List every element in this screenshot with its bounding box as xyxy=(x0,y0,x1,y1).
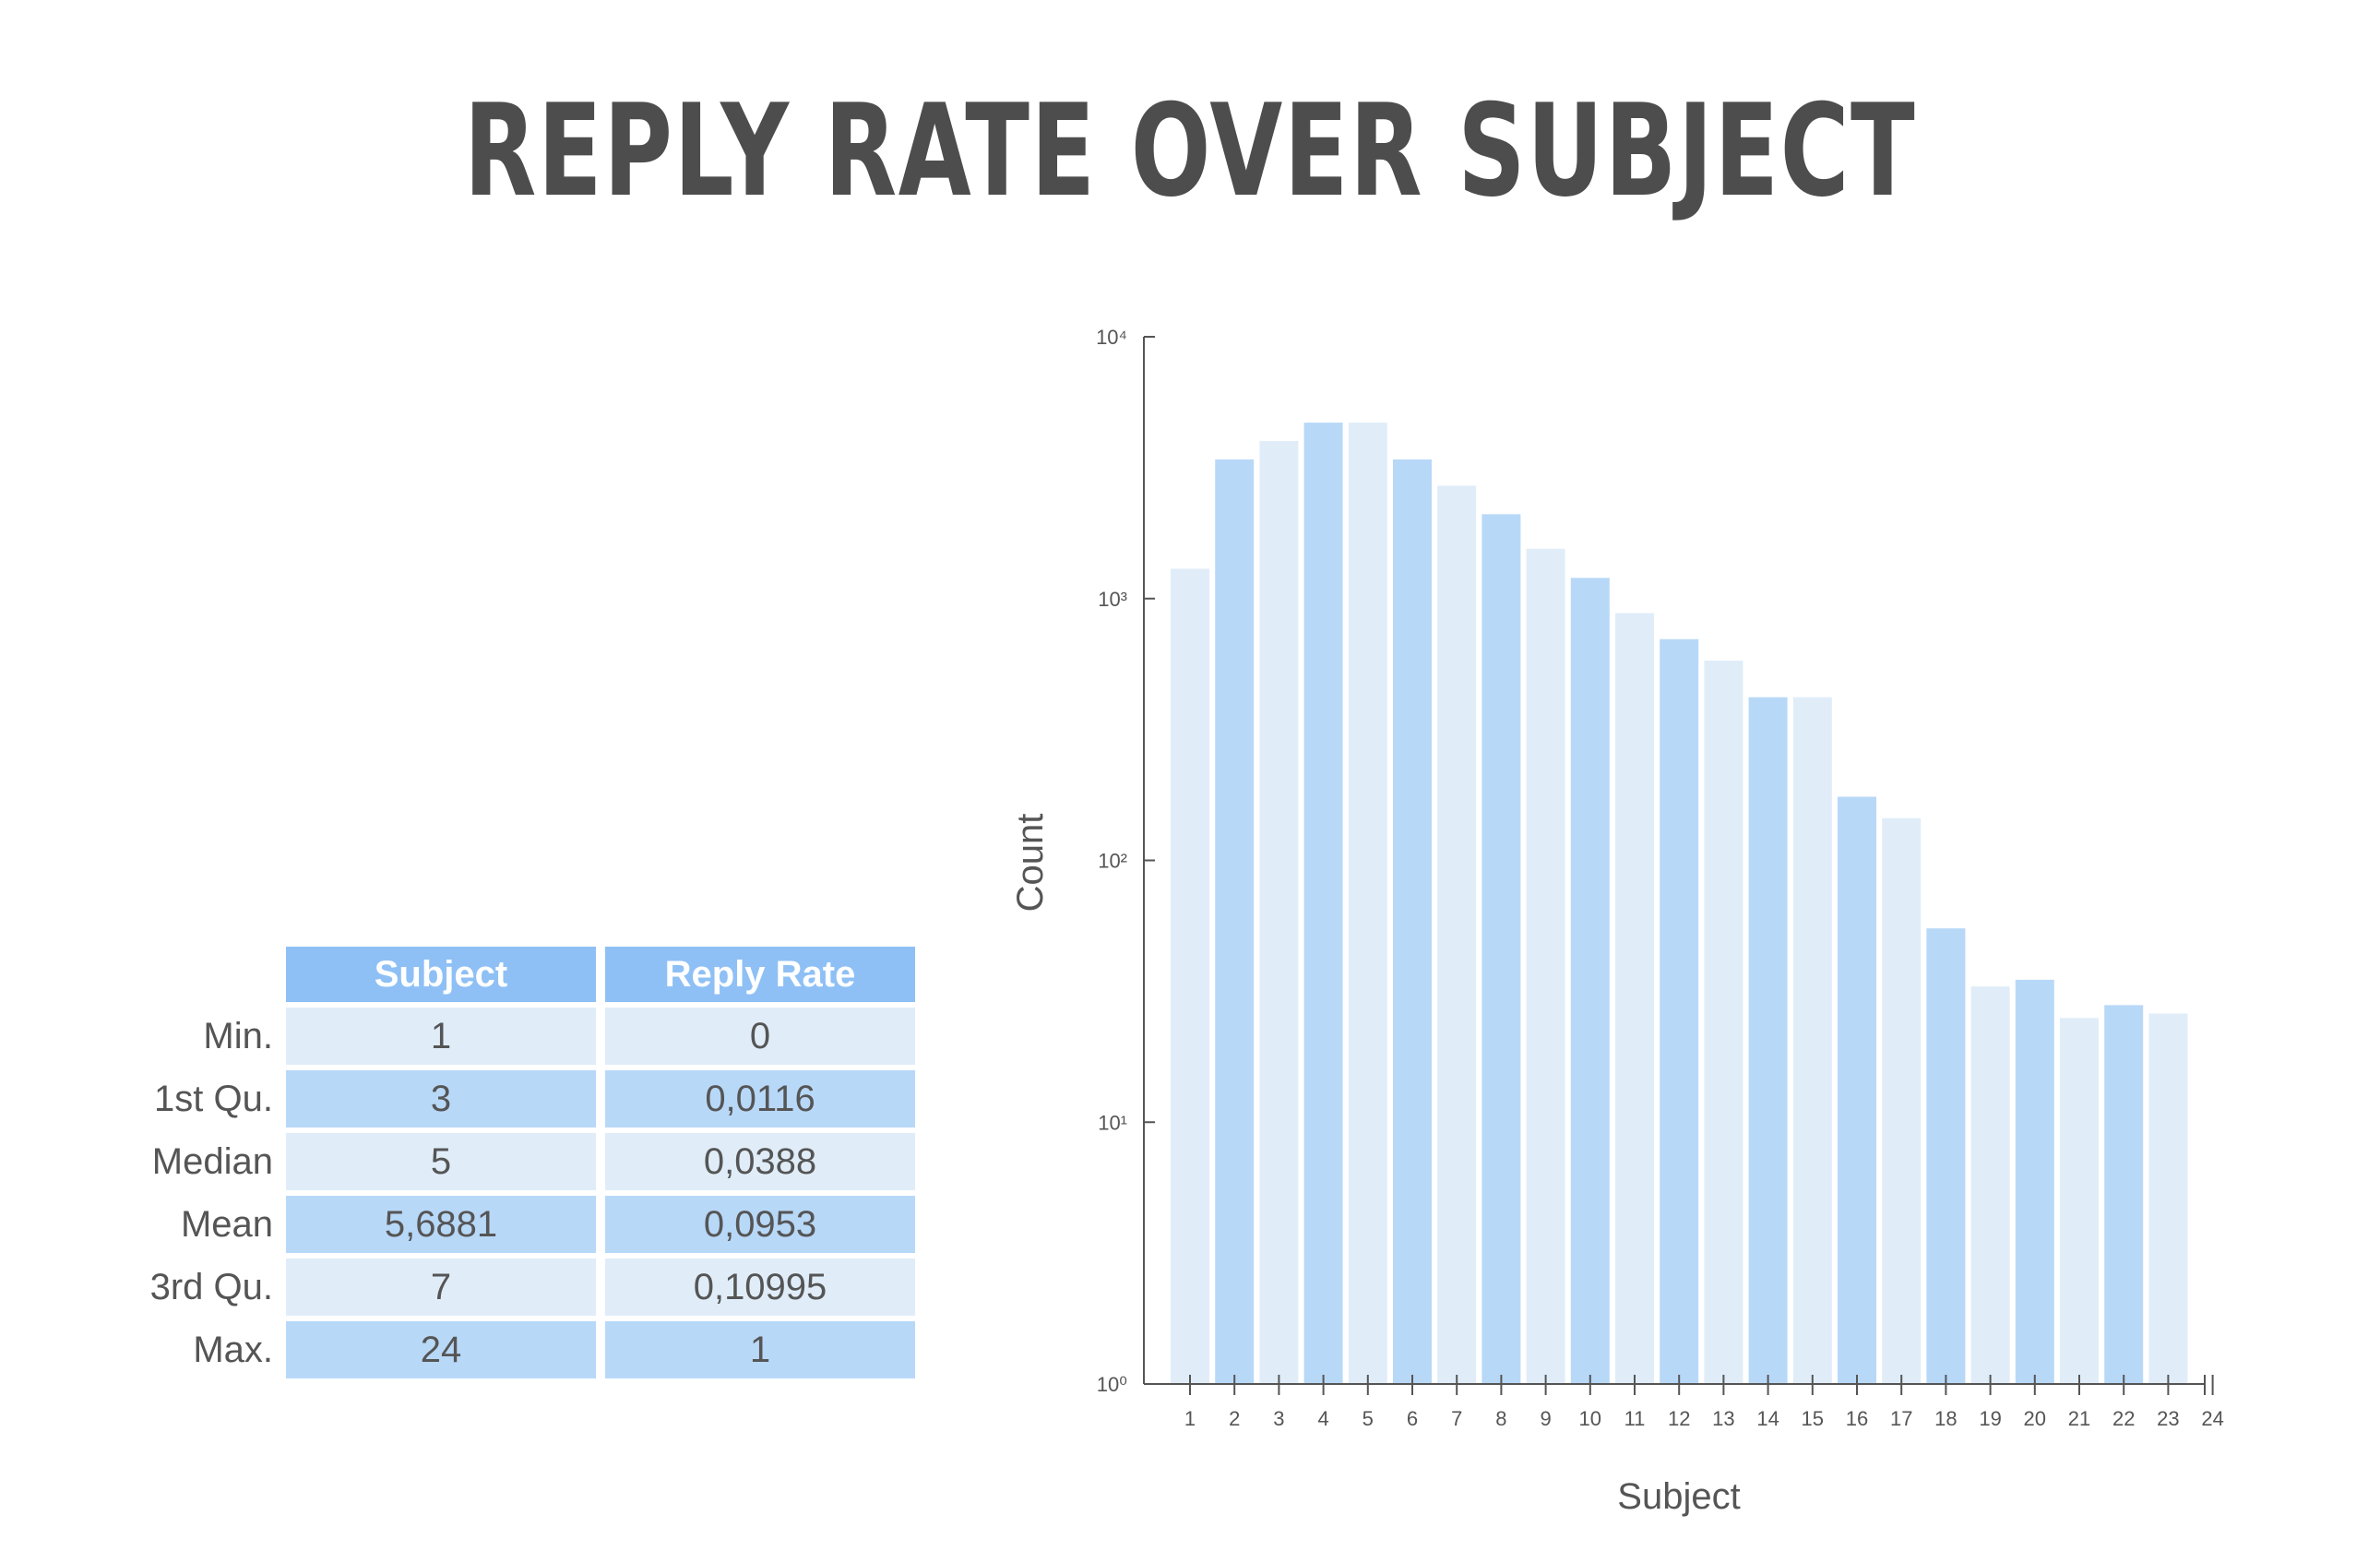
table-row: Mean 5,6881 0,0953 xyxy=(111,1196,915,1253)
reply-rate-cell: 0,0953 xyxy=(605,1196,915,1253)
x-tick-label: 1 xyxy=(1184,1407,1196,1430)
bar-12 xyxy=(1660,638,1699,1384)
y-tick-label: 10⁴ xyxy=(1096,326,1127,349)
bar-3 xyxy=(1259,440,1299,1384)
x-tick-label: 20 xyxy=(2024,1407,2046,1430)
subject-cell: 5,6881 xyxy=(286,1196,596,1253)
bar-1 xyxy=(1171,568,1209,1384)
x-tick-label: 7 xyxy=(1451,1407,1462,1430)
x-tick-label: 18 xyxy=(1934,1407,1957,1430)
x-axis-label: Subject xyxy=(1617,1476,1740,1517)
bar-2 xyxy=(1215,459,1255,1384)
row-label: Max. xyxy=(193,1329,273,1370)
reply-rate-cell: 0,0388 xyxy=(605,1133,915,1190)
bar-14 xyxy=(1748,697,1788,1384)
x-tick-label: 12 xyxy=(1668,1407,1690,1430)
subject-cell: 5 xyxy=(286,1133,596,1190)
x-tick-label: 17 xyxy=(1890,1407,1912,1430)
reply-rate-cell: 1 xyxy=(605,1321,915,1378)
row-label: 3rd Qu. xyxy=(149,1266,273,1307)
x-tick-label: 8 xyxy=(1495,1407,1506,1430)
bar-7 xyxy=(1437,485,1477,1384)
subject-cell: 3 xyxy=(286,1070,596,1127)
row-label: Mean xyxy=(180,1203,273,1245)
bar-19 xyxy=(1970,986,2010,1384)
bar-23 xyxy=(2148,1013,2188,1384)
x-tick-label: 3 xyxy=(1273,1407,1284,1430)
table-row: Median 5 0,0388 xyxy=(111,1133,915,1190)
bar-10 xyxy=(1570,578,1610,1384)
page-title: REPLY RATE OVER SUBJECT xyxy=(463,77,1917,225)
subject-cell: 7 xyxy=(286,1259,596,1316)
x-tick-label: 22 xyxy=(2112,1407,2135,1430)
x-tick-label: 16 xyxy=(1846,1407,1868,1430)
bar-17 xyxy=(1882,817,1922,1384)
bar-8 xyxy=(1482,514,1521,1384)
bar-20 xyxy=(2015,979,2054,1384)
row-label: Min. xyxy=(203,1015,273,1056)
x-tick-label: 13 xyxy=(1712,1407,1734,1430)
chart-bars xyxy=(1171,423,2188,1384)
x-tick-label: 2 xyxy=(1229,1407,1240,1430)
x-tick-label: 4 xyxy=(1317,1407,1328,1430)
x-tick-label: 19 xyxy=(1979,1407,2001,1430)
row-label: 1st Qu. xyxy=(154,1078,273,1119)
bar-18 xyxy=(1926,928,1966,1384)
table-row: 1st Qu. 3 0,0116 xyxy=(111,1070,915,1127)
x-tick-label: 10 xyxy=(1579,1407,1601,1430)
table-header-row: Subject Reply Rate xyxy=(111,947,915,1002)
reply-rate-cell: 0,10995 xyxy=(605,1259,915,1316)
table-row: 3rd Qu. 7 0,10995 xyxy=(111,1259,915,1316)
reply-rate-cell: 0 xyxy=(605,1008,915,1065)
reply-rate-cell: 0,0116 xyxy=(605,1070,915,1127)
x-tick-label: 15 xyxy=(1802,1407,1824,1430)
bar-5 xyxy=(1348,423,1387,1384)
column-header-reply-rate: Reply Rate xyxy=(605,947,915,1002)
x-tick-label: 9 xyxy=(1540,1407,1551,1430)
x-tick-label: 24 xyxy=(2201,1407,2223,1430)
x-tick-label: 6 xyxy=(1407,1407,1418,1430)
x-tick-label: 14 xyxy=(1756,1407,1779,1430)
y-axis-label: Count xyxy=(1010,814,1051,913)
bar-16 xyxy=(1838,796,1876,1384)
bar-9 xyxy=(1526,548,1565,1384)
summary-table: Subject Reply Rate Min. 1 0 1st Qu. 3 0,… xyxy=(101,941,924,1384)
x-tick-label: 11 xyxy=(1624,1407,1646,1430)
subject-cell: 1 xyxy=(286,1008,596,1065)
row-label: Median xyxy=(151,1140,273,1182)
bar-22 xyxy=(2104,1005,2144,1384)
table-row: Max. 24 1 xyxy=(111,1321,915,1378)
bar-21 xyxy=(2060,1018,2099,1384)
x-tick-label: 21 xyxy=(2068,1407,2090,1430)
x-tick-label: 23 xyxy=(2157,1407,2179,1430)
bar-6 xyxy=(1393,459,1432,1384)
bar-13 xyxy=(1704,660,1743,1384)
bar-15 xyxy=(1792,697,1832,1384)
chart-axes xyxy=(1143,336,2214,1395)
x-tick-label: 5 xyxy=(1363,1407,1374,1430)
y-tick-label: 10⁰ xyxy=(1097,1373,1127,1396)
y-tick-label: 10² xyxy=(1098,850,1127,873)
bar-4 xyxy=(1303,423,1343,1384)
table-row: Min. 1 0 xyxy=(111,1008,915,1065)
subject-cell: 24 xyxy=(286,1321,596,1378)
column-header-subject: Subject xyxy=(286,947,596,1002)
y-tick-label: 10³ xyxy=(1098,588,1127,611)
y-tick-label: 10¹ xyxy=(1098,1111,1127,1134)
bar-11 xyxy=(1615,613,1654,1384)
